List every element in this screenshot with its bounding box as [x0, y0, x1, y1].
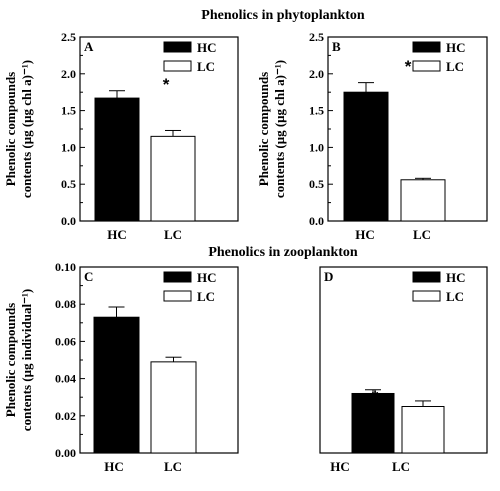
y-tick-label: 1.0 [309, 140, 324, 154]
y-tick-label: 0.02 [55, 409, 76, 423]
legend-swatch-hc [412, 271, 441, 283]
y-tick-label: 2.5 [309, 30, 324, 44]
panel-letter: A [84, 39, 94, 54]
bar-lc [150, 361, 197, 454]
y-tick-label: 0.04 [55, 372, 76, 386]
y-tick-label: 0.10 [55, 260, 76, 274]
legend-swatch-hc [163, 41, 192, 53]
y-axis-label: Phenolic compoundscontents (μg (μg chl a… [3, 60, 34, 198]
category-label-lc: LC [413, 227, 431, 242]
bar-hc [94, 97, 140, 222]
y-tick-label: 0.0 [61, 214, 76, 228]
category-label-hc: HC [107, 227, 127, 242]
significance-marker: * [405, 57, 412, 76]
panel-C: 0.00 0.02 0.04 0.06 0.08 0.10 Phenolic compoun… [3, 260, 239, 474]
bar-lc [401, 406, 445, 454]
bar-hc [93, 316, 140, 454]
y-axis-label-line: contents (μg (μg chl a)⁻¹) [19, 60, 34, 198]
y-tick-label: 0.0 [309, 214, 324, 228]
legend-swatch-lc [412, 60, 441, 72]
category-label-lc: LC [392, 459, 410, 474]
y-axis-label-line: Phenolic compounds [3, 72, 18, 187]
legend-label-hc: HC [446, 40, 466, 55]
y-tick-label: 0.5 [309, 177, 324, 191]
y-tick-label: 2.5 [61, 30, 76, 44]
y-tick-label: 2.0 [61, 67, 76, 81]
legend-swatch-lc [412, 290, 441, 302]
category-label-lc: LC [164, 459, 182, 474]
y-tick-label: 2.0 [309, 67, 324, 81]
significance-marker: * [372, 387, 379, 406]
legend-label-lc: LC [446, 59, 464, 74]
panel-letter: B [332, 39, 341, 54]
y-axis-label-line: contents (μg (μg chl a)⁻¹) [272, 60, 287, 198]
y-axis-label: Phenolic compoundscontents (μg individua… [3, 289, 34, 431]
y-axis-label-line: Phenolic compounds [256, 72, 271, 187]
bottom-section-title: Phenolics in zooplankton [208, 245, 358, 260]
y-tick-label: 1.5 [61, 104, 76, 118]
significance-marker: * [163, 75, 170, 94]
y-axis-label: Phenolic compoundscontents (μg (μg chl a… [256, 60, 287, 198]
y-axis-label-line: contents (μg individual⁻¹) [19, 289, 34, 431]
legend-label-lc: LC [446, 289, 464, 304]
y-tick-label: 1.0 [61, 140, 76, 154]
panel-D: D HC LC * HC LC [319, 266, 488, 474]
panel-B: 0.0 0.5 1.0 1.5 2.0 2.5 Phenolic compoundscont… [256, 30, 488, 242]
panel-letter: D [324, 269, 333, 284]
top-section-title: Phenolics in phytoplankton [201, 8, 365, 23]
category-label-hc: HC [355, 227, 375, 242]
bar-hc [343, 91, 389, 222]
legend-label-hc: HC [197, 270, 217, 285]
legend-swatch-lc [163, 290, 192, 302]
y-tick-label: 0.00 [55, 446, 76, 460]
legend-label-lc: LC [197, 289, 215, 304]
panel-A: 0.0 0.5 1.0 1.5 2.0 2.5 Phenolic compoundscont… [3, 30, 239, 242]
legend-swatch-hc [163, 271, 192, 283]
legend-label-hc: HC [446, 270, 466, 285]
y-tick-label: 0.08 [55, 297, 76, 311]
bar-lc [150, 135, 196, 222]
y-axis-label-line: Phenolic compounds [3, 303, 18, 418]
category-label-lc: LC [164, 227, 182, 242]
y-tick-label: 1.5 [309, 104, 324, 118]
category-label-hc: HC [330, 459, 350, 474]
y-tick-label: 0.06 [55, 334, 76, 348]
bar-lc [400, 179, 446, 222]
category-label-hc: HC [104, 459, 124, 474]
legend-label-lc: LC [197, 59, 215, 74]
panel-letter: C [84, 269, 93, 284]
legend-swatch-lc [163, 60, 192, 72]
y-tick-label: 0.5 [61, 177, 76, 191]
legend-swatch-hc [412, 41, 441, 53]
legend-label-hc: HC [197, 40, 217, 55]
